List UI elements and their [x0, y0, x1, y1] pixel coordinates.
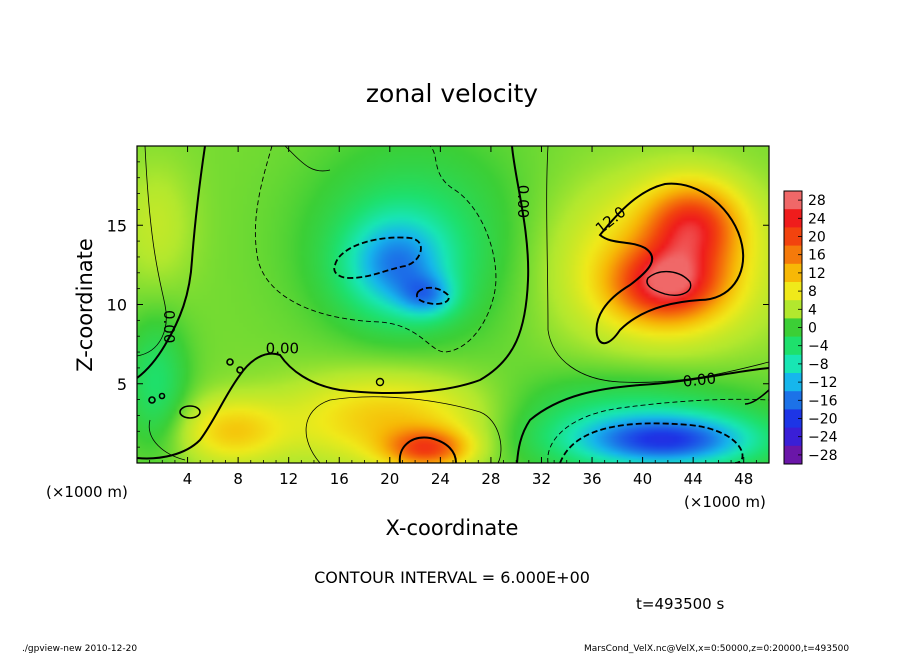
x-tick-label: 40 [633, 470, 652, 488]
colorbar-swatch [784, 227, 802, 247]
contour-line-neg12 [333, 236, 422, 279]
contour-label: 0.00 [266, 339, 299, 357]
velocity-field [137, 146, 769, 463]
contour-label: 0.00 [514, 185, 532, 218]
contour-lines [137, 146, 769, 463]
x-axis-label: X-coordinate [386, 516, 519, 540]
colorbar-label: −20 [808, 412, 838, 428]
contour-blob [158, 392, 166, 400]
colorbar-swatch [784, 263, 802, 283]
y-tick-label: 15 [107, 216, 127, 235]
colorbar-label: 0 [808, 321, 817, 337]
colorbar-swatch [784, 191, 802, 210]
x-tick-label: 8 [233, 470, 243, 488]
y-axis-label: Z-coordinate [73, 238, 97, 372]
colorbar-swatch [784, 336, 802, 356]
colorbar-label: 12 [808, 266, 826, 282]
contour-blob [236, 366, 244, 374]
colorbar-swatch [784, 445, 802, 465]
chart-title: zonal velocity [366, 79, 538, 108]
contour-line-neg12-bottom [559, 422, 744, 463]
colorbar-swatch [784, 282, 802, 301]
colorbar-swatch [784, 373, 802, 392]
x-tick-label: 32 [532, 470, 551, 488]
y-tick-label: 5 [117, 375, 127, 394]
contour-line-zero [516, 367, 769, 463]
contour-line-neg6-bottom [547, 398, 769, 463]
colorbar: 28 24 20 16 12 8 4 0 −4 −8 −12 −16 −20 −24 −28 [783, 190, 838, 465]
colorbar-label: −4 [808, 339, 829, 355]
x-tick-label: 20 [380, 470, 399, 488]
x-tick-label: 4 [183, 470, 193, 488]
contour-line-12 [595, 182, 745, 345]
contour-blob [179, 405, 201, 419]
colorbar-swatch [784, 318, 802, 338]
x-tick-label: 16 [330, 470, 349, 488]
contour-line-edge [744, 389, 769, 405]
colorbar-label: 24 [808, 211, 826, 227]
contour-line-18 [646, 271, 692, 296]
footer-left: ./gpview-new 2010-12-20 [22, 644, 137, 654]
time-text: t=493500 s [636, 595, 724, 613]
colorbar-label: −12 [808, 375, 838, 391]
contour-interval-text: CONTOUR INTERVAL = 6.000E+00 [314, 568, 590, 587]
colorbar-swatch [784, 300, 802, 319]
colorbar-label: −24 [808, 430, 838, 446]
colorbar-label: −28 [808, 448, 838, 464]
contour-line-12-bottom [398, 436, 457, 463]
colorbar-label: 8 [808, 284, 817, 300]
colorbar-label: 20 [808, 230, 826, 246]
contour-blob [375, 377, 385, 387]
colorbar-label: −8 [808, 357, 829, 373]
contour-line-thin [137, 146, 167, 357]
colorbar-swatch [784, 427, 802, 447]
x-axis-unit-left: (×1000 m) [46, 483, 128, 501]
colorbar-label: −16 [808, 393, 838, 409]
contour-blob [148, 396, 156, 404]
contour-label: 0.00 [682, 369, 717, 390]
contour-line-thin [305, 396, 502, 463]
contour-label: 0.00 [160, 310, 178, 343]
contour-line-neg6 [255, 146, 497, 353]
y-tick-label: 10 [107, 296, 127, 315]
x-tick-label: 44 [684, 470, 703, 488]
x-tick-label: 12 [279, 470, 298, 488]
colorbar-label: 28 [808, 193, 826, 209]
contour-line-thin [148, 419, 186, 461]
colorbar-swatch [784, 409, 802, 429]
contour-line-zero [137, 146, 530, 460]
x-tick-label: 48 [734, 470, 753, 488]
colorbar-swatch [784, 354, 802, 374]
x-tick-label: 36 [582, 470, 601, 488]
x-tick-label: 24 [431, 470, 450, 488]
colorbar-swatch [784, 245, 802, 265]
x-axis-unit-right: (×1000 m) [684, 493, 766, 511]
colorbar-swatch [784, 391, 802, 410]
footer-right: MarsCond_VelX.nc@VelX,x=0:50000,z=0:2000… [584, 644, 849, 654]
x-tick-label: 28 [481, 470, 500, 488]
colorbar-swatch [784, 209, 802, 228]
colorbar-label: 4 [808, 302, 817, 318]
colorbar-label: 16 [808, 248, 826, 264]
contour-line-zero [137, 146, 206, 379]
contour-blob [226, 358, 234, 366]
